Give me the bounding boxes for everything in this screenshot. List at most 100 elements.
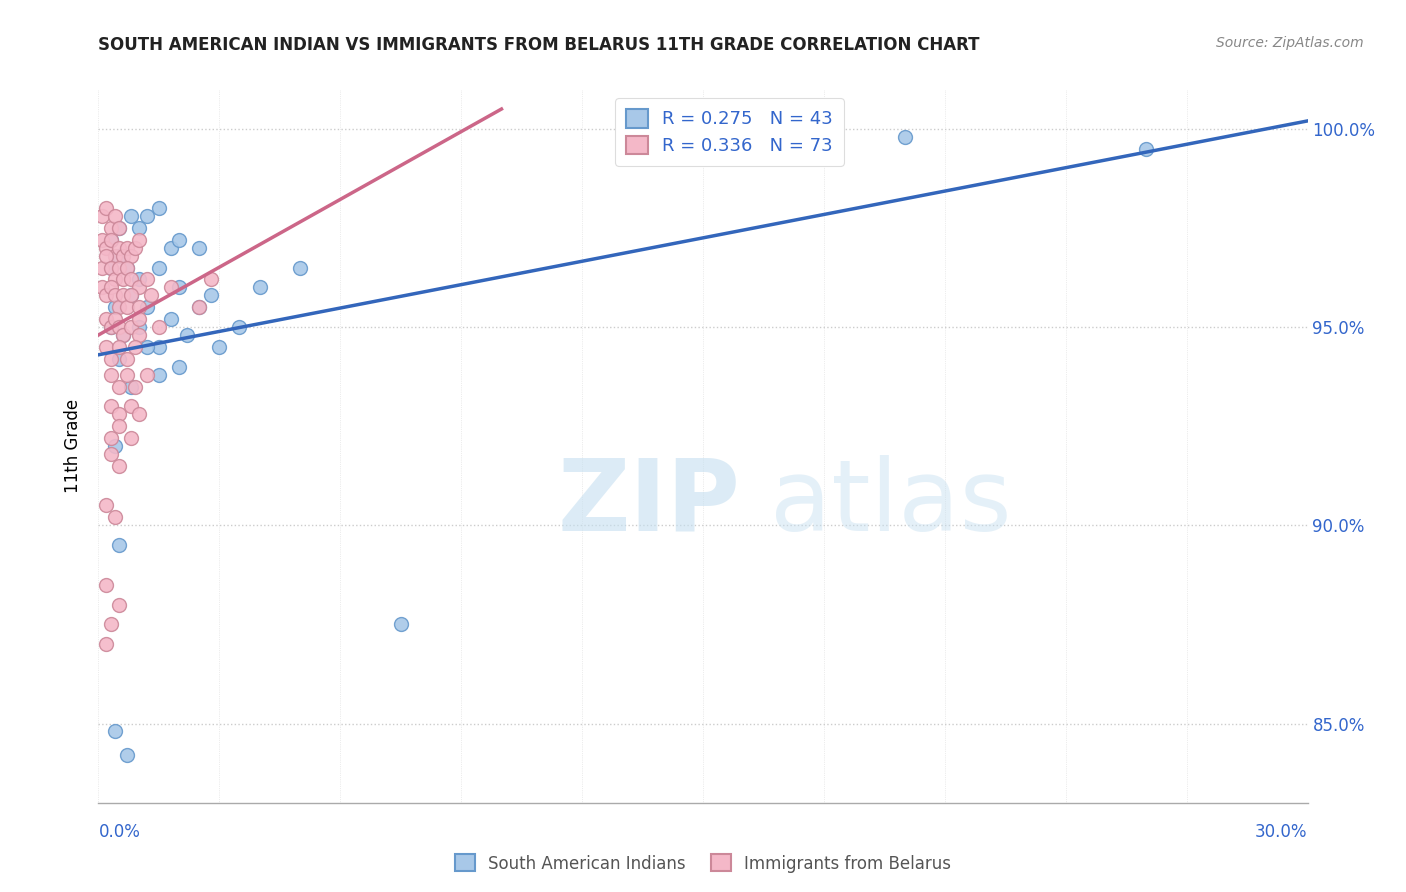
Point — [107, 320, 129, 334]
Point — [128, 233, 150, 247]
Point — [228, 320, 250, 334]
Point — [103, 288, 125, 302]
Point — [107, 351, 129, 366]
Point — [100, 351, 122, 366]
Point — [148, 201, 170, 215]
Point — [389, 617, 412, 632]
Point — [128, 320, 150, 334]
Point — [208, 340, 231, 354]
Point — [100, 447, 122, 461]
Point — [96, 340, 118, 354]
Text: 30.0%: 30.0% — [1256, 822, 1308, 840]
Point — [115, 748, 138, 763]
Point — [120, 400, 142, 414]
Point — [128, 300, 150, 314]
Point — [160, 280, 183, 294]
Point — [124, 241, 146, 255]
Point — [167, 280, 190, 294]
Point — [107, 407, 129, 421]
Text: atlas: atlas — [769, 455, 1011, 551]
Point — [120, 249, 142, 263]
Point — [96, 201, 118, 215]
Point — [100, 617, 122, 632]
Point — [120, 272, 142, 286]
Point — [128, 221, 150, 235]
Point — [103, 249, 125, 263]
Point — [167, 359, 190, 374]
Point — [128, 407, 150, 421]
Point — [111, 272, 134, 286]
Point — [249, 280, 271, 294]
Point — [160, 312, 183, 326]
Text: 0.0%: 0.0% — [98, 822, 141, 840]
Point — [148, 340, 170, 354]
Point — [107, 249, 129, 263]
Point — [128, 280, 150, 294]
Point — [160, 241, 183, 255]
Point — [115, 260, 138, 275]
Point — [96, 499, 118, 513]
Point — [288, 260, 311, 275]
Point — [100, 233, 122, 247]
Point — [103, 300, 125, 314]
Point — [111, 288, 134, 302]
Point — [148, 368, 170, 382]
Point — [96, 312, 118, 326]
Point — [100, 320, 122, 334]
Point — [128, 272, 150, 286]
Point — [135, 300, 157, 314]
Point — [103, 272, 125, 286]
Point — [188, 300, 211, 314]
Point — [167, 233, 190, 247]
Point — [100, 431, 122, 445]
Point — [115, 260, 138, 275]
Point — [100, 221, 122, 235]
Text: Source: ZipAtlas.com: Source: ZipAtlas.com — [1216, 36, 1364, 50]
Legend: R = 0.275   N = 43, R = 0.336   N = 73: R = 0.275 N = 43, R = 0.336 N = 73 — [616, 98, 844, 166]
Point — [103, 312, 125, 326]
Point — [96, 241, 118, 255]
Y-axis label: 11th Grade: 11th Grade — [65, 399, 83, 493]
Point — [100, 233, 122, 247]
Point — [107, 241, 129, 255]
Point — [120, 288, 142, 302]
Point — [96, 637, 118, 651]
Point — [91, 209, 114, 223]
Point — [120, 431, 142, 445]
Point — [96, 249, 118, 263]
Point — [100, 260, 122, 275]
Point — [107, 340, 129, 354]
Point — [115, 368, 138, 382]
Point — [107, 458, 129, 473]
Point — [176, 328, 198, 343]
Point — [111, 249, 134, 263]
Point — [115, 351, 138, 366]
Legend: South American Indians, Immigrants from Belarus: South American Indians, Immigrants from … — [449, 847, 957, 880]
Point — [103, 209, 125, 223]
Point — [120, 209, 142, 223]
Point — [96, 578, 118, 592]
Point — [91, 233, 114, 247]
Point — [111, 328, 134, 343]
Point — [128, 328, 150, 343]
Point — [107, 221, 129, 235]
Point — [100, 260, 122, 275]
Point — [115, 300, 138, 314]
Point — [103, 724, 125, 739]
Point — [200, 272, 222, 286]
Point — [103, 439, 125, 453]
Point — [120, 320, 142, 334]
Point — [107, 260, 129, 275]
Point — [139, 288, 162, 302]
Point — [115, 241, 138, 255]
Point — [135, 340, 157, 354]
Point — [188, 300, 211, 314]
Point — [124, 379, 146, 393]
Point — [91, 280, 114, 294]
Point — [111, 328, 134, 343]
Point — [96, 288, 118, 302]
Point — [200, 288, 222, 302]
Point — [188, 241, 211, 255]
Point — [651, 114, 673, 128]
Point — [135, 272, 157, 286]
